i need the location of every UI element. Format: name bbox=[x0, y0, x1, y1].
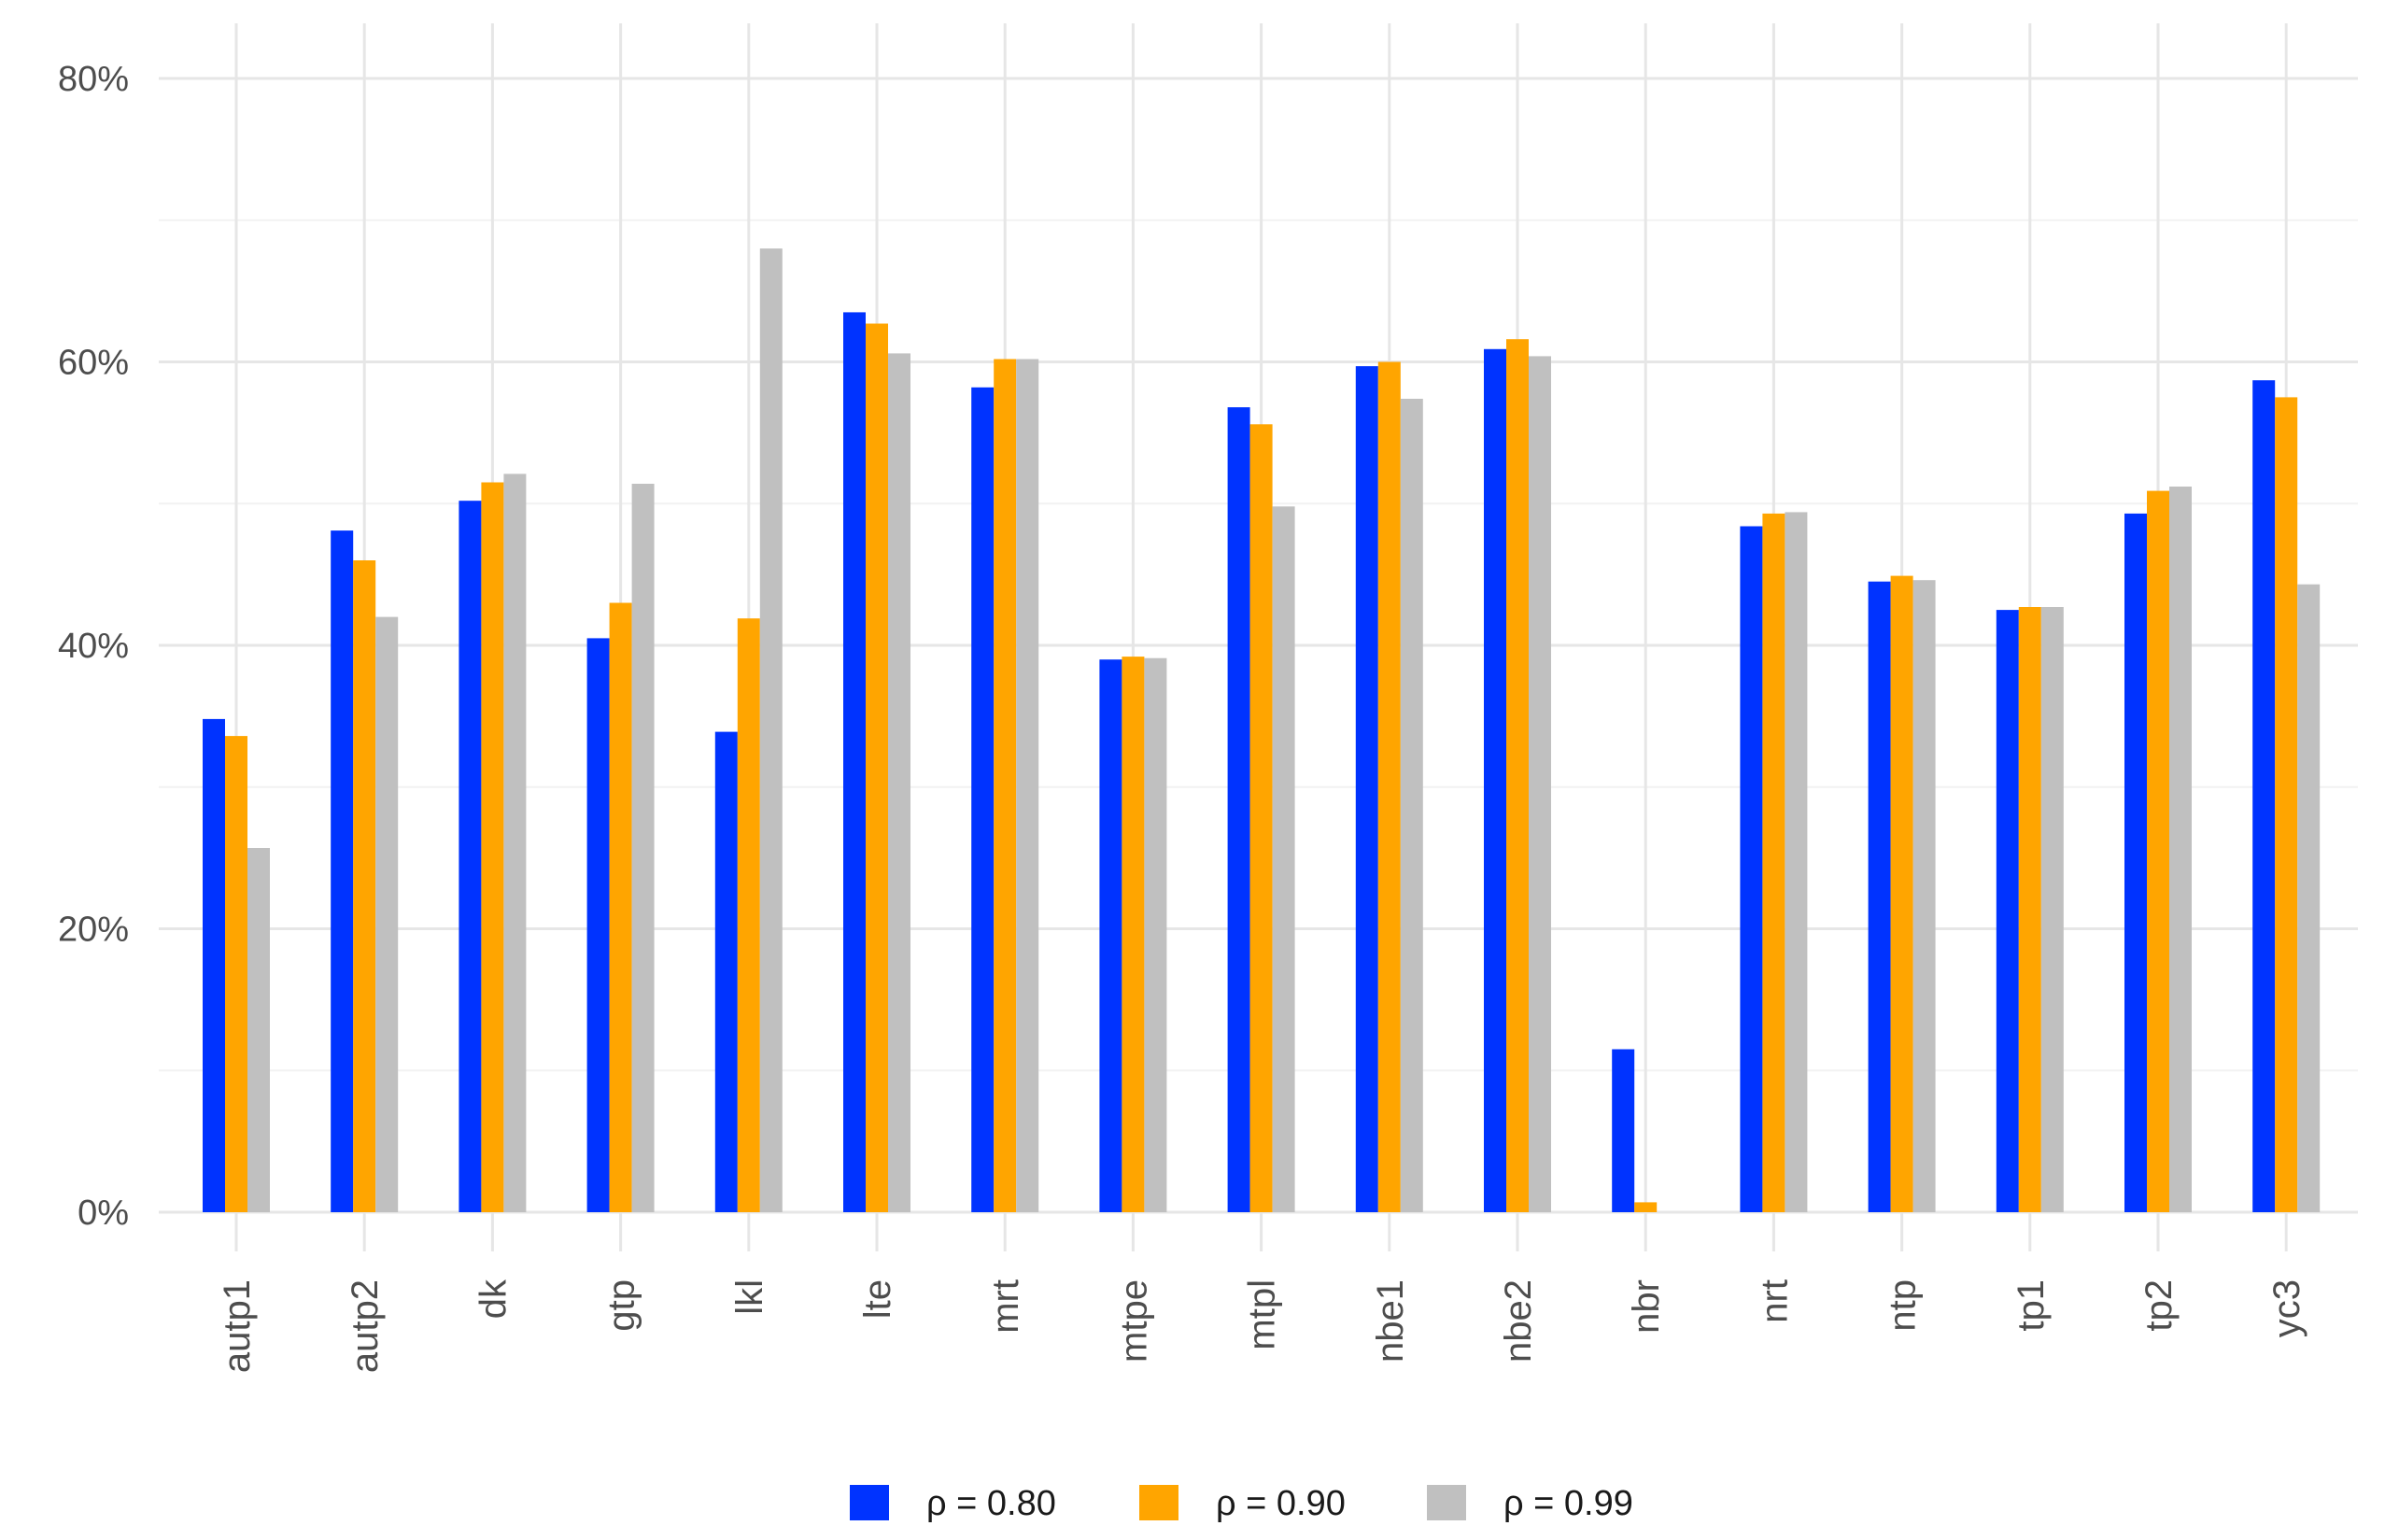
legend-swatch bbox=[1427, 1485, 1466, 1520]
bar bbox=[2124, 513, 2147, 1212]
bars bbox=[203, 248, 2321, 1213]
bar bbox=[247, 848, 270, 1212]
bar bbox=[1634, 1202, 1658, 1212]
bar bbox=[1377, 361, 1401, 1212]
x-tick-label: yc3 bbox=[2266, 1279, 2307, 1337]
bar bbox=[1144, 657, 1167, 1212]
bar bbox=[1529, 356, 1551, 1212]
bar bbox=[331, 530, 354, 1212]
bar bbox=[2252, 380, 2276, 1212]
bar bbox=[1912, 580, 1936, 1212]
bar bbox=[1249, 424, 1273, 1212]
x-tick-label: nbe2 bbox=[1498, 1279, 1539, 1363]
x-tick-label: nrt bbox=[1754, 1279, 1795, 1323]
y-tick-label: 20% bbox=[58, 911, 129, 950]
bar bbox=[1868, 581, 1891, 1212]
x-tick-label: nbr bbox=[1626, 1279, 1667, 1334]
x-tick-label: dk bbox=[473, 1279, 514, 1319]
x-tick-label: tp1 bbox=[2011, 1279, 2052, 1332]
y-tick-label: 0% bbox=[78, 1194, 129, 1233]
bar bbox=[1612, 1049, 1635, 1212]
bar bbox=[481, 482, 504, 1212]
y-tick-label: 40% bbox=[58, 627, 129, 666]
x-tick-label: mtpe bbox=[1113, 1279, 1154, 1363]
bar bbox=[609, 602, 632, 1212]
x-tick-label: autp1 bbox=[217, 1279, 258, 1373]
bar bbox=[1484, 348, 1506, 1212]
legend-label: ρ = 0.80 bbox=[926, 1484, 1056, 1523]
bar bbox=[971, 387, 995, 1212]
x-tick-label: gtp bbox=[601, 1279, 642, 1332]
legend-swatch bbox=[850, 1485, 889, 1520]
legend-swatch bbox=[1139, 1485, 1178, 1520]
bar bbox=[586, 638, 610, 1212]
x-tick-label: nbe1 bbox=[1370, 1279, 1411, 1363]
bar bbox=[1506, 339, 1529, 1212]
bar bbox=[2275, 397, 2298, 1212]
bar bbox=[631, 484, 655, 1212]
bar bbox=[375, 616, 399, 1212]
bar bbox=[203, 718, 225, 1212]
legend-label: ρ = 0.90 bbox=[1216, 1484, 1346, 1523]
bar bbox=[1016, 359, 1039, 1212]
bar bbox=[759, 248, 783, 1213]
legend: ρ = 0.80 ρ = 0.90 ρ = 0.99 bbox=[850, 1484, 1633, 1523]
bar bbox=[353, 560, 376, 1212]
bar bbox=[714, 731, 738, 1212]
legend-label: ρ = 0.99 bbox=[1503, 1484, 1633, 1523]
x-tick-label: autp2 bbox=[345, 1279, 386, 1373]
bar bbox=[1272, 506, 1295, 1212]
bar bbox=[1227, 407, 1250, 1213]
bar bbox=[1099, 659, 1122, 1212]
x-axis-labels: autp1 autp2 dk gtp lkl lte mrt mtpe mtpl nbe1 nbe2… bbox=[217, 1279, 2307, 1373]
bar bbox=[2297, 584, 2321, 1212]
bar bbox=[459, 501, 482, 1212]
x-tick-label: tp2 bbox=[2138, 1279, 2180, 1332]
bar bbox=[1785, 512, 1808, 1212]
bar bbox=[2169, 487, 2192, 1212]
bar bbox=[1122, 657, 1145, 1212]
bar bbox=[737, 618, 760, 1212]
bar bbox=[225, 736, 247, 1212]
bar bbox=[1996, 610, 2019, 1212]
y-axis-ticks: 0% 20% 40% 60% 80% bbox=[58, 60, 129, 1233]
bar bbox=[888, 353, 910, 1212]
bar bbox=[866, 323, 888, 1212]
bar bbox=[843, 312, 866, 1212]
x-tick-label: mtpl bbox=[1242, 1279, 1283, 1350]
bar bbox=[994, 359, 1017, 1212]
bar bbox=[1740, 526, 1763, 1212]
bar bbox=[1400, 399, 1423, 1212]
bar bbox=[1890, 575, 1913, 1212]
bar bbox=[1355, 366, 1378, 1213]
bar bbox=[2018, 607, 2041, 1212]
y-tick-label: 60% bbox=[58, 344, 129, 383]
x-tick-label: ntp bbox=[1883, 1279, 1924, 1332]
x-tick-label: lte bbox=[857, 1279, 898, 1319]
x-tick-label: mrt bbox=[985, 1279, 1026, 1334]
y-tick-label: 80% bbox=[58, 60, 129, 99]
bar bbox=[2040, 607, 2064, 1212]
bar bbox=[1762, 513, 1785, 1212]
bar bbox=[2147, 490, 2169, 1212]
x-tick-label: lkl bbox=[729, 1279, 770, 1315]
bar bbox=[503, 473, 527, 1212]
